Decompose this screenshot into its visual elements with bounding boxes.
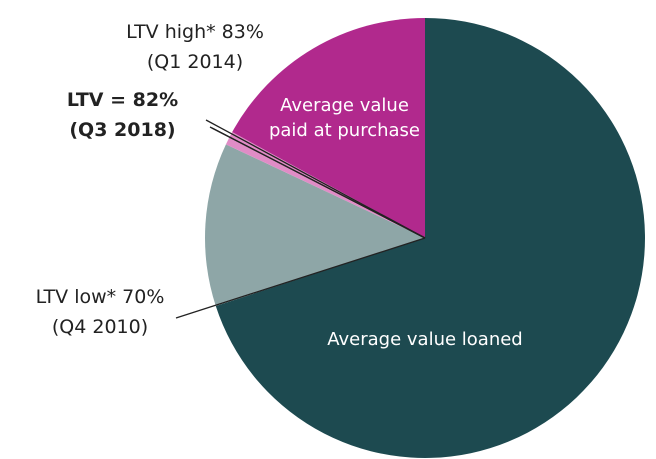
slice-label: Average value loaned (327, 329, 523, 350)
annotation: LTV low* 70% (35, 286, 165, 308)
annotation-sub: (Q4 2010) (51, 316, 149, 338)
leader-line (211, 127, 426, 239)
pie-slice (205, 144, 425, 306)
annotation-sub: (Q1 2014) (146, 51, 244, 73)
annotation: LTV high* 83% (126, 21, 264, 43)
slice-label: Average value paid at purchase (268, 95, 421, 141)
annotation: LTV = 82% (66, 89, 179, 111)
pie-slice (232, 18, 425, 238)
annotation-sub: (Q3 2018) (69, 119, 176, 141)
leader-line (175, 237, 426, 319)
leader-line (205, 119, 426, 239)
pie-slice (215, 18, 645, 458)
